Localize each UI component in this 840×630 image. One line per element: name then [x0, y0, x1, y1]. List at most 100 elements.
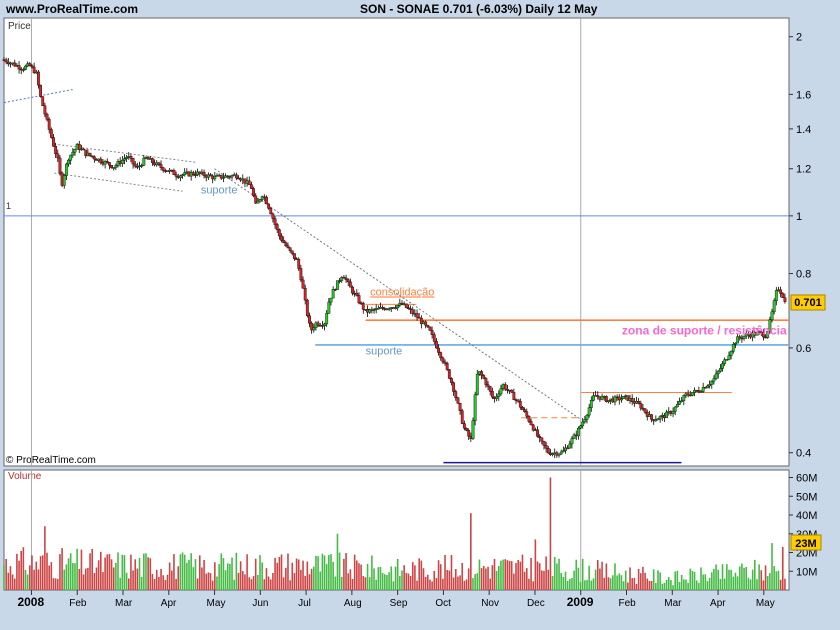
candle-down: [56, 153, 60, 159]
candle-up: [731, 344, 735, 352]
candle-up: [712, 378, 716, 382]
candle-down: [234, 174, 238, 179]
candle-up: [73, 149, 77, 153]
candle-down: [437, 347, 440, 353]
candle-down: [536, 429, 539, 437]
candle-down: [250, 184, 253, 189]
candle-down: [247, 180, 251, 185]
candle-up: [471, 420, 475, 439]
candle-up: [583, 419, 587, 423]
candle-down: [30, 65, 34, 68]
candle-up: [312, 327, 316, 331]
candle-down: [738, 336, 742, 339]
candle-down: [348, 281, 352, 288]
annotations: suporte consolidação suporte zona de suport…: [201, 185, 787, 358]
candle-down: [346, 279, 350, 283]
price-candles: [2, 57, 787, 459]
candle-up: [125, 157, 129, 159]
candle-down: [265, 196, 268, 205]
candle-up: [607, 399, 610, 403]
candle-down: [604, 396, 608, 403]
candle-down: [540, 437, 544, 442]
candle-down: [133, 163, 137, 167]
candle-down: [480, 371, 483, 376]
candle-down: [439, 352, 443, 359]
candle-up: [766, 330, 770, 338]
candle-down: [17, 65, 21, 70]
candle-up: [551, 453, 554, 456]
candle-down: [209, 174, 212, 177]
candle-down: [404, 303, 408, 309]
candle-down: [219, 174, 223, 179]
candle-down: [49, 129, 53, 138]
candle-up: [327, 301, 331, 314]
candle-down: [510, 389, 514, 393]
price-tick-label: 0.8: [796, 269, 811, 281]
candle-down: [746, 333, 750, 336]
candle-up: [665, 411, 669, 419]
candle-up: [230, 175, 234, 178]
candle-down: [105, 161, 109, 163]
candle-down: [6, 61, 10, 65]
candle-down: [282, 240, 286, 243]
candle-down: [686, 393, 690, 396]
last-price-tag: [790, 294, 826, 311]
candle-up: [258, 199, 262, 202]
chart-header-title: SON - SONAE 0.701 (-6.03%) Daily 12 May: [360, 2, 598, 16]
candle-up: [725, 359, 729, 361]
candle-down: [43, 105, 47, 115]
price-axis: 2 1.6 1.4 1.2 1 0.8 0.6 0.4: [789, 32, 811, 460]
candle-down: [527, 416, 531, 422]
candle-down: [531, 424, 535, 431]
candle-up: [181, 174, 184, 176]
candle-down: [783, 297, 787, 302]
candle-up: [142, 157, 146, 166]
candle-up: [678, 401, 681, 405]
candle-down: [174, 174, 178, 177]
candle-up: [396, 305, 400, 309]
candle-down: [254, 195, 258, 204]
candle-down: [252, 188, 255, 197]
candle-down: [538, 436, 542, 439]
candle-down: [426, 324, 430, 328]
candle-down: [637, 401, 641, 404]
candle-up: [325, 313, 329, 325]
last-volume-tag: [790, 534, 822, 551]
price-tick-label: 0.6: [796, 343, 811, 355]
candle-down: [39, 84, 42, 97]
candle-up: [570, 438, 574, 445]
candle-up: [579, 425, 582, 429]
candle-up: [222, 177, 225, 179]
candle-down: [467, 430, 471, 437]
candle-down: [37, 71, 40, 86]
candle-down: [344, 277, 348, 280]
candle-down: [82, 148, 85, 151]
candle-up: [736, 336, 739, 344]
candle-up: [727, 355, 731, 360]
candle-up: [394, 307, 397, 310]
candle-down: [191, 172, 195, 175]
time-tick-label: 2008: [17, 595, 44, 609]
candle-down: [490, 391, 494, 398]
candle-down: [151, 158, 154, 163]
candle-down: [650, 414, 653, 420]
candle-up: [62, 175, 66, 186]
candle-up: [691, 392, 694, 396]
candle-down: [417, 317, 421, 319]
candle-up: [557, 453, 561, 456]
candle-down: [521, 407, 524, 410]
candle-down: [450, 378, 453, 383]
candle-down: [52, 137, 55, 147]
candle-up: [658, 416, 662, 420]
candle-up: [340, 277, 344, 281]
candle-down: [99, 158, 103, 163]
volume-tick-label: 60M: [796, 473, 817, 485]
price-panel-label: Price: [8, 21, 31, 32]
candle-down: [781, 293, 785, 298]
annotation-label: suporte: [366, 345, 403, 357]
candle-down: [357, 295, 361, 304]
candle-up: [772, 300, 776, 313]
candle-up: [675, 404, 679, 408]
candle-up: [587, 407, 591, 416]
candle-up: [559, 451, 563, 455]
